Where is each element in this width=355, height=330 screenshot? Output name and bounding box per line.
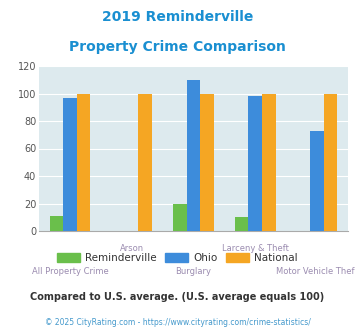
Bar <box>310 131 324 231</box>
Text: Larceny & Theft: Larceny & Theft <box>222 244 289 253</box>
Bar <box>173 204 187 231</box>
Text: All Property Crime: All Property Crime <box>32 267 108 276</box>
Bar <box>324 93 337 231</box>
Text: Compared to U.S. average. (U.S. average equals 100): Compared to U.S. average. (U.S. average … <box>31 292 324 302</box>
Legend: Reminderville, Ohio, National: Reminderville, Ohio, National <box>53 248 302 267</box>
Text: Property Crime Comparison: Property Crime Comparison <box>69 40 286 53</box>
Bar <box>200 93 214 231</box>
Bar <box>50 216 63 231</box>
Text: Arson: Arson <box>120 244 144 253</box>
Bar <box>248 96 262 231</box>
Bar <box>138 93 152 231</box>
Text: Motor Vehicle Theft: Motor Vehicle Theft <box>276 267 355 276</box>
Bar <box>235 217 248 231</box>
Text: Burglary: Burglary <box>175 267 212 276</box>
Bar <box>77 93 90 231</box>
Bar <box>63 98 77 231</box>
Bar <box>262 93 275 231</box>
Bar <box>187 80 200 231</box>
Text: 2019 Reminderville: 2019 Reminderville <box>102 10 253 24</box>
Text: © 2025 CityRating.com - https://www.cityrating.com/crime-statistics/: © 2025 CityRating.com - https://www.city… <box>45 318 310 327</box>
